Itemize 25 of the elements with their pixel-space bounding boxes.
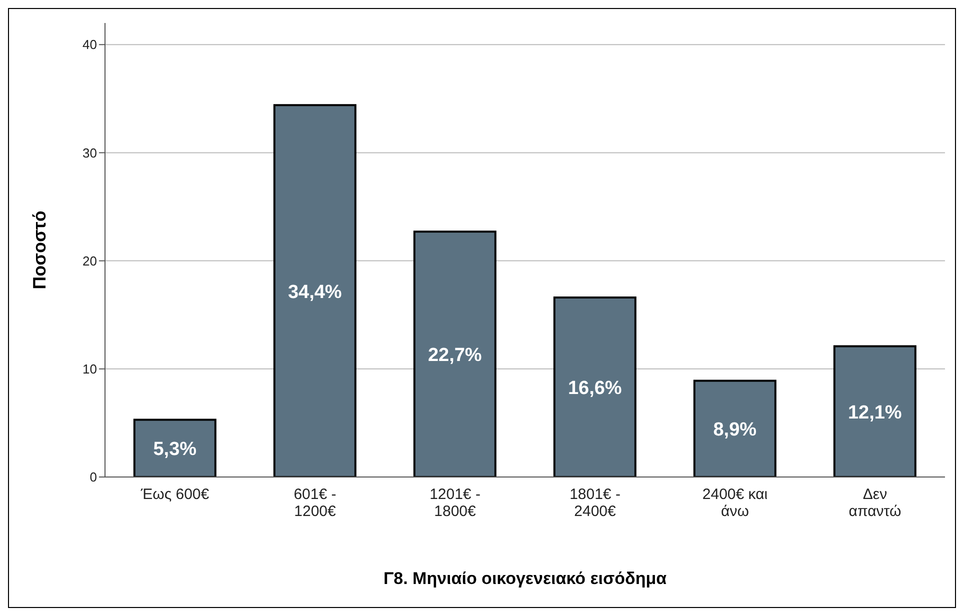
bar [133,418,216,477]
data-label: 5,3% [153,439,197,460]
bar [273,104,356,477]
bar [833,345,916,477]
y-axis-title: Ποσοστό [29,210,50,290]
y-tick-label: 30 [82,145,97,160]
y-tick-label: 10 [82,362,97,377]
x-tick-label: 1201€ - 1800€ [430,486,480,520]
y-tick-label: 40 [82,37,97,52]
x-tick-label: 2400€ και άνω [702,486,768,520]
data-label: 8,9% [713,420,757,441]
x-tick-label: 601€ - 1200€ [294,486,337,520]
x-tick-label: 1801€ - 2400€ [570,486,620,520]
bar [553,296,636,477]
data-label: 16,6% [568,378,622,400]
x-tick-label: Έως 600€ [140,486,210,503]
data-label: 12,1% [848,402,902,424]
y-tick-label: 0 [90,470,97,485]
x-axis-title: Γ8. Μηνιαίο οικογενειακό εισόδημα [382,569,668,589]
bar [693,380,776,477]
bar [413,230,496,477]
data-label: 34,4% [288,282,342,303]
x-tick-label: Δεν απαντώ [848,486,902,520]
y-tick-label: 20 [82,253,97,268]
data-label: 22,7% [428,345,482,366]
